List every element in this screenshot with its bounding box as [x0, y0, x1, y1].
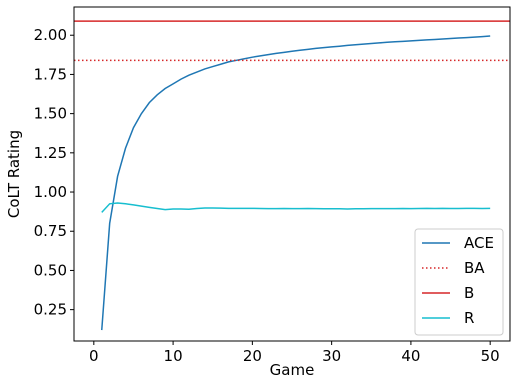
y-tick-label: 1.50: [34, 105, 67, 123]
x-tick-label: 50: [481, 347, 500, 365]
x-tick-label: 40: [401, 347, 420, 365]
legend-label-b: B: [464, 284, 474, 302]
y-tick-label: 1.00: [34, 183, 67, 201]
legend-box: [414, 228, 504, 336]
legend-label-r: R: [464, 309, 474, 327]
x-axis-label: Game: [270, 361, 315, 379]
x-tick-label: 0: [89, 347, 99, 365]
series-ace-line: [101, 35, 491, 331]
plot-frame: [73, 6, 511, 342]
x-tick-label: 20: [243, 347, 262, 365]
y-tick-label: 1.25: [34, 144, 67, 162]
series-layer: [74, 20, 510, 331]
y-axis-label: CoLT Rating: [5, 130, 23, 218]
x-axis: 0 10 20 30 40 50: [89, 341, 500, 365]
legend-label-ace: ACE: [464, 234, 494, 252]
y-tick-label: 1.75: [34, 65, 67, 83]
y-tick-label: 2.00: [34, 26, 67, 44]
series-r-line: [101, 202, 491, 213]
y-tick-label: 0.25: [34, 301, 67, 319]
y-tick-label: 0.75: [34, 222, 67, 240]
x-tick-label: 10: [164, 347, 183, 365]
y-axis: 0.25 0.50 0.75 1.00 1.25 1.50 1.75 2.00: [34, 26, 74, 319]
legend: ACE BA BR: [414, 228, 504, 336]
legend-label-ba: BA: [464, 259, 485, 277]
x-tick-label: 30: [322, 347, 341, 365]
y-tick-label: 0.50: [34, 261, 67, 279]
